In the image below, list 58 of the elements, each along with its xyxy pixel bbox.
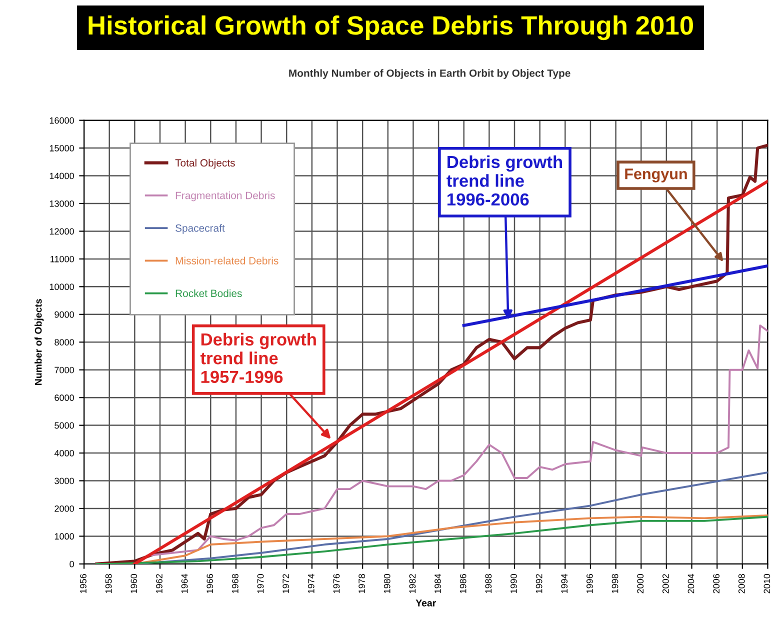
y-tick-label: 5000 [54,422,74,429]
chart-subtitle: Monthly Number of Objects in Earth Orbit by Object Type [289,69,570,79]
x-tick-label: 1986 [460,574,466,594]
x-tick-label: 1974 [308,574,314,594]
x-tick-label: 1982 [409,574,416,594]
y-tick-label: 0 [70,560,74,568]
x-tick-label: 1998 [612,574,618,594]
x-tick-label: 1992 [536,574,542,594]
y-tick-label: 9000 [54,311,74,318]
x-tick-label: 1966 [206,574,214,594]
y-tick-label: 8000 [54,339,74,346]
y-tick-label: 12000 [50,228,74,235]
x-tick-label: 1960 [130,574,138,594]
line-series [146,324,768,557]
x-tick-label: 1964 [181,574,188,594]
y-tick-label: 15000 [50,145,74,152]
legend-label: Fragmentation Debris [176,192,275,202]
x-tick-label: 1988 [485,574,492,594]
x-tick-label: 2002 [662,574,669,594]
x-tick-label: 2008 [738,574,745,594]
x-tick-label: 1980 [384,574,390,594]
y-tick-label: 13000 [50,200,74,207]
y-tick-label: 11000 [50,256,74,262]
y-tick-label: 1000 [54,533,74,540]
x-tick-label: 1984 [434,574,441,594]
y-tick-label: 10000 [50,284,74,290]
x-tick-label: 1976 [333,574,340,594]
legend-label: Total Objects [175,158,235,169]
x-tick-label: 2006 [713,574,720,594]
chart-title: Historical Growth of Space Debris Through 2010 [88,15,693,40]
x-tick-label: 1958 [105,574,112,594]
y-tick-label: 3000 [54,478,74,484]
legend-label: Rocket Bodies [176,289,242,298]
y-tick-label: 4000 [54,450,74,456]
legend-label: Mission-related Debris [176,256,278,264]
x-tick-label: 1996 [586,574,593,594]
x-tick-label: 1970 [257,574,264,594]
annotation: Debris growth trend line 1957-1996 [200,332,316,384]
y-tick-label: 6000 [54,394,74,401]
x-axis-title: Year [416,600,436,606]
x-tick-label: 1990 [510,574,517,594]
y-tick-label: 2000 [54,505,74,512]
x-tick-label: 1978 [358,574,365,594]
y-tick-label: 7000 [54,366,74,374]
x-tick-label: 1968 [232,574,238,594]
x-tick-label: 1994 [561,574,568,594]
x-tick-label: 1956 [80,574,86,594]
x-tick-label: 2000 [637,574,644,594]
annotation: Debris growth trend line 1996-2006 [446,155,562,206]
x-tick-label: 1972 [282,574,290,594]
y-axis-title: Number of Objects [34,299,44,385]
y-tick-label: 16000 [50,117,74,124]
x-tick-label: 2010 [764,574,770,594]
y-tick-label: 14000 [50,172,74,180]
legend-label: Spacecraft [176,224,225,234]
x-tick-label: 1962 [156,574,162,594]
annotation: Fengyun [625,168,687,182]
x-tick-label: 2004 [688,574,694,594]
